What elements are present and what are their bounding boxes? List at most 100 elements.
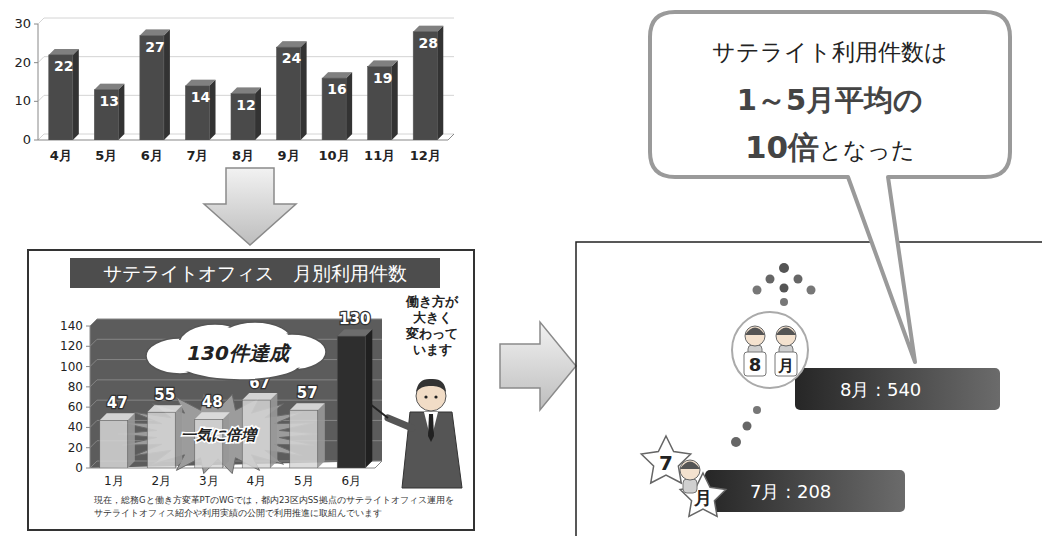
bar-chart: 02040608010012014047554867571301月2月3月4月5…	[60, 310, 382, 488]
milestone-box	[705, 470, 905, 512]
bar-side-shade	[437, 26, 443, 140]
category-label: 10月	[319, 148, 350, 163]
bar-side	[301, 41, 307, 140]
bar	[100, 420, 128, 468]
tick-label: 80	[68, 380, 83, 394]
bar-top-light	[100, 413, 135, 420]
category-label: 5月	[294, 474, 314, 488]
bar-top	[100, 413, 135, 420]
speech-line: います	[413, 342, 452, 357]
bar	[94, 90, 118, 140]
tie	[428, 414, 434, 442]
icon-number: 7	[659, 451, 673, 475]
trail-dot	[780, 284, 789, 293]
milestone-box	[795, 368, 1000, 410]
bar-side-shade	[209, 80, 215, 140]
bar-side	[128, 413, 135, 468]
tick-mark	[86, 366, 90, 367]
data-label: 48	[202, 393, 223, 411]
kid-hair	[680, 462, 700, 470]
tick-label: 20	[14, 55, 31, 70]
callout-line: サテライト利用件数は	[712, 39, 948, 65]
presenter	[370, 379, 462, 488]
bar	[140, 36, 164, 140]
tick-mark	[34, 101, 38, 102]
bar-top-light	[195, 412, 230, 419]
icon-circle	[732, 312, 808, 388]
bar-side	[255, 88, 261, 140]
tick-mark	[34, 62, 38, 63]
milestone-value: 540	[887, 379, 921, 400]
tick-mark	[86, 468, 90, 469]
cloud	[146, 322, 326, 380]
icon-number: 8	[749, 354, 762, 375]
bar-top-light	[277, 41, 307, 47]
category-label: 5月	[95, 148, 117, 163]
bar-side-shade	[301, 41, 307, 140]
tick-mark	[86, 427, 90, 428]
bar-top	[337, 329, 372, 336]
bar	[277, 47, 301, 140]
cloud-text: 130件達成	[187, 341, 292, 365]
bar-top-light	[322, 72, 352, 78]
bar-top-light	[140, 30, 170, 36]
trail-dot	[794, 275, 803, 284]
icon-char: 月	[693, 487, 712, 508]
bar-side-shade	[392, 61, 398, 140]
chart-title: サテライトオフィス 月別利用件数	[103, 262, 407, 284]
category-label: 9月	[278, 148, 300, 163]
category-label: 6月	[341, 474, 361, 488]
milestone: 8月 : 5408月	[732, 312, 1000, 410]
bar-top-light	[185, 80, 215, 86]
tick-label: 30	[14, 16, 31, 31]
kid-hair	[745, 328, 765, 336]
panel-frame	[576, 242, 1042, 536]
bar-side-shade	[346, 72, 352, 140]
bar-side	[437, 26, 443, 140]
category-label: 4月	[50, 148, 72, 163]
bar-side-shade	[318, 403, 325, 468]
y-axis	[38, 24, 39, 140]
bar-side	[365, 329, 372, 468]
title-bar	[70, 258, 440, 288]
bar-top	[413, 26, 443, 32]
data-label: 130	[339, 310, 370, 328]
category-label: 7月	[186, 148, 208, 163]
category-label: 6月	[141, 148, 163, 163]
bars	[49, 26, 443, 140]
y-axis	[90, 326, 91, 468]
tick-label: 60	[68, 400, 83, 414]
tick-mark	[86, 326, 90, 327]
bar-side-shade	[365, 329, 372, 468]
milestone: 7月 : 2087月	[641, 436, 905, 516]
callout-bubble	[650, 12, 1010, 362]
callout-line: 10倍となった	[745, 129, 915, 165]
bar	[322, 78, 346, 140]
data-label: 47	[107, 394, 128, 412]
milestone-separator: :	[869, 379, 887, 400]
icon-tag	[744, 352, 766, 376]
tick-label: 10	[14, 93, 31, 108]
burst-text: 一気に倍増	[181, 426, 259, 444]
tick-mark	[34, 24, 38, 25]
kid-head	[745, 326, 765, 346]
callout-emphasis: 10倍	[745, 129, 819, 165]
eye	[434, 395, 437, 398]
trail-dot	[766, 275, 775, 284]
bar-side	[118, 84, 124, 140]
tick-label: 0	[75, 461, 83, 475]
tick-mark	[86, 386, 90, 387]
bar-top-light	[49, 49, 79, 55]
trail-dot	[753, 406, 761, 414]
bar-top	[185, 80, 215, 86]
trail-dot	[743, 422, 752, 431]
bar-side	[73, 49, 79, 140]
tick-mark	[34, 140, 38, 141]
data-label: 24	[282, 50, 302, 66]
callout-line: 1～5月平均の	[737, 83, 923, 117]
tick-label: 20	[68, 441, 83, 455]
pointer	[370, 404, 388, 418]
milestone-month: 8月	[840, 379, 869, 400]
bar	[337, 336, 365, 468]
data-label: 19	[373, 70, 392, 86]
